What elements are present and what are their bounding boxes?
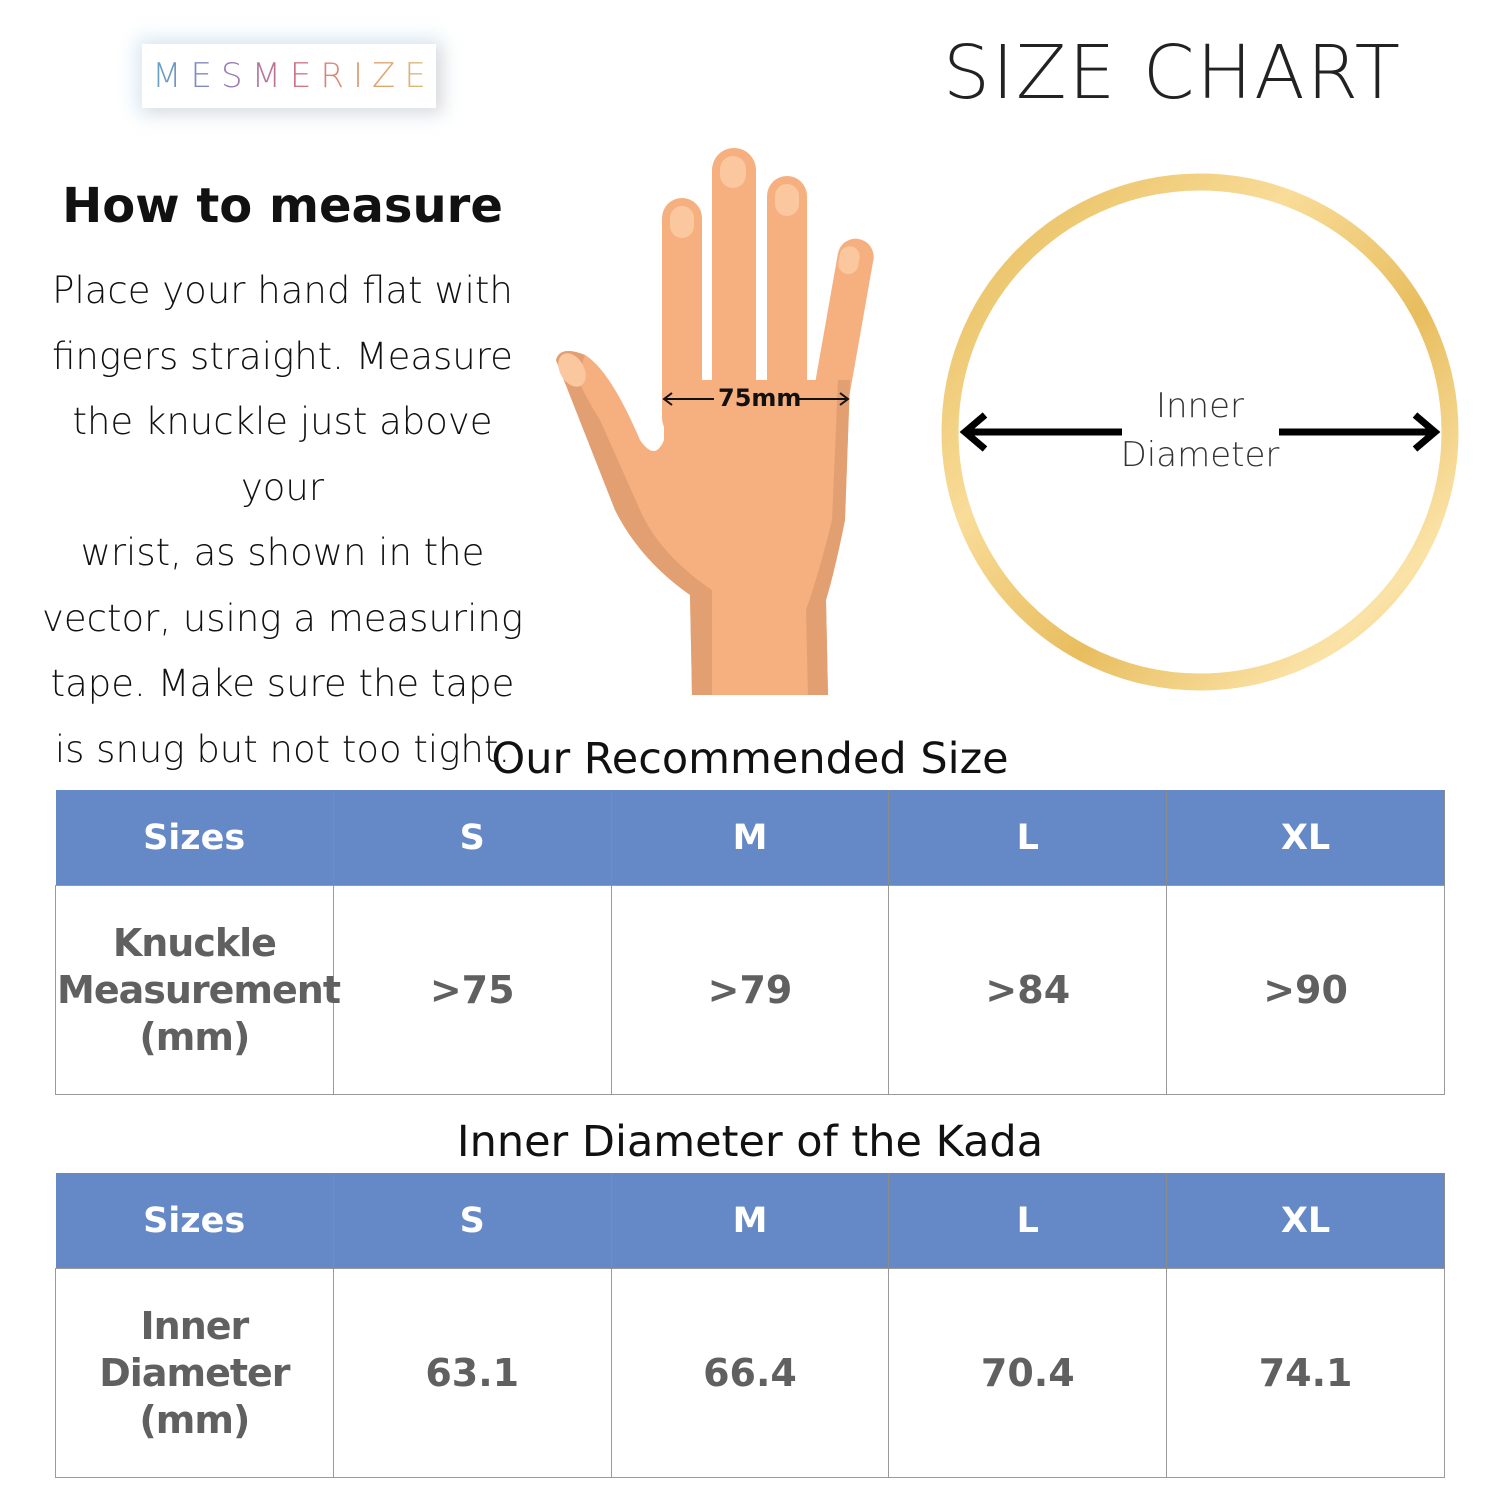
header-cell: Sizes xyxy=(55,1173,334,1269)
hand-icon xyxy=(556,148,874,695)
knuckle-measure-label: 75mm xyxy=(718,384,802,412)
header-cell: L xyxy=(888,1173,1168,1269)
brand-logo: MESMERIZE xyxy=(142,44,436,108)
recommended-size-title: Our Recommended Size xyxy=(491,734,1009,784)
table-cell: >75 xyxy=(332,885,612,1095)
row-label: Knuckle Measurement (mm) xyxy=(55,885,341,1095)
page-title: SIZE CHART xyxy=(943,30,1402,116)
header-cell: M xyxy=(611,790,890,886)
instruction-line: Place your hand flat with xyxy=(52,269,513,312)
header-cell: Sizes xyxy=(55,790,334,886)
table-cell: >79 xyxy=(610,885,890,1095)
instructions-text: Place your hand flat with fingers straig… xyxy=(40,258,525,782)
instruction-line: wrist, as shown in the xyxy=(80,531,485,574)
header-cell: S xyxy=(333,790,612,886)
header-cell: L xyxy=(888,790,1168,886)
header-cell: XL xyxy=(1166,790,1445,886)
table-cell: 74.1 xyxy=(1166,1268,1445,1478)
instruction-line: vector, using a measuring xyxy=(41,596,524,640)
instruction-line: is snug but not too tight. xyxy=(54,727,511,771)
header-cell: XL xyxy=(1166,1173,1445,1269)
instructions-heading: How to measure xyxy=(62,178,503,234)
inner-diameter-label: Inner Diameter xyxy=(1100,382,1300,480)
instruction-line: tape. Make sure the tape xyxy=(50,662,515,705)
table-cell: 63.1 xyxy=(332,1268,612,1478)
table-cell: >90 xyxy=(1166,885,1445,1095)
header-cell: M xyxy=(611,1173,890,1269)
knuckle-size-table: Sizes S M L XL Knuckle Measurement (mm) >7… xyxy=(55,790,1445,1095)
table-row: Knuckle Measurement (mm) >75 >79 >84 >90 xyxy=(55,885,1445,1095)
table-header-row: Sizes S M L XL xyxy=(55,790,1445,886)
ring-icon xyxy=(941,173,1459,691)
table-cell: 70.4 xyxy=(888,1268,1168,1478)
label-line: Inner xyxy=(1155,386,1245,426)
table-cell: >84 xyxy=(888,885,1168,1095)
inner-diameter-table: Sizes S M L XL Inner Diameter (mm) 63.1 66… xyxy=(55,1173,1445,1478)
row-label: Inner Diameter (mm) xyxy=(55,1268,334,1478)
table-cell: 66.4 xyxy=(610,1268,890,1478)
inner-diameter-title: Inner Diameter of the Kada xyxy=(456,1117,1044,1167)
instruction-line: the knuckle just above your xyxy=(72,400,493,509)
header-cell: S xyxy=(333,1173,612,1269)
instruction-line: fingers straight. Measure xyxy=(52,334,513,378)
table-header-row: Sizes S M L XL xyxy=(55,1173,1445,1269)
label-line: Diameter xyxy=(1120,435,1280,475)
table-row: Inner Diameter (mm) 63.1 66.4 70.4 74.1 xyxy=(55,1268,1445,1478)
